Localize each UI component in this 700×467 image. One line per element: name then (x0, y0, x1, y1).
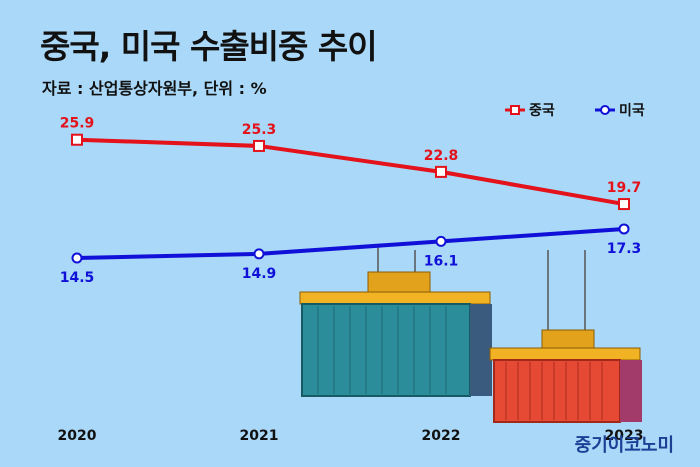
legend-china-label: 중국 (529, 103, 555, 119)
legend-usa: 미국 (595, 100, 645, 120)
data-label-china-2022: 22.8 (424, 148, 459, 164)
legend-usa-label: 미국 (619, 103, 645, 119)
data-point-china-2023 (618, 198, 630, 211)
x-tick-label-2021: 2021 (240, 428, 279, 444)
data-label-usa-2023: 17.3 (607, 241, 642, 257)
page-title: 중국, 미국 수출비중 추이 (40, 27, 378, 66)
legend-usa-marker-icon (595, 105, 615, 115)
container-illustration (299, 245, 642, 423)
x-tick-label-2022: 2022 (422, 428, 461, 444)
legend-china-marker-icon (505, 105, 525, 115)
data-point-china-2021 (253, 139, 265, 152)
data-point-china-2022 (435, 165, 447, 178)
data-label-usa-2022: 16.1 (424, 253, 459, 269)
data-point-usa-2023 (618, 223, 630, 235)
data-label-china-2023: 19.7 (607, 180, 642, 196)
data-label-china-2021: 25.3 (242, 122, 277, 138)
legend-china: 중국 (505, 100, 555, 120)
x-tick-label-2023: 2023 (605, 428, 644, 444)
data-point-usa-2022 (435, 235, 447, 247)
series-line-china (76, 137, 625, 207)
data-label-usa-2021: 14.9 (242, 266, 277, 282)
source-unit-note: 자료 : 산업통상자원부, 단위 : % (42, 79, 267, 98)
data-label-china-2020: 25.9 (60, 116, 95, 132)
data-point-usa-2020 (71, 252, 83, 264)
data-label-usa-2020: 14.5 (60, 270, 95, 286)
data-point-usa-2021 (253, 248, 265, 260)
x-tick-label-2020: 2020 (58, 428, 97, 444)
series-line-usa (76, 226, 625, 260)
brand-logo-text: 중기이코노미 (574, 435, 674, 456)
data-point-china-2020 (71, 133, 83, 146)
